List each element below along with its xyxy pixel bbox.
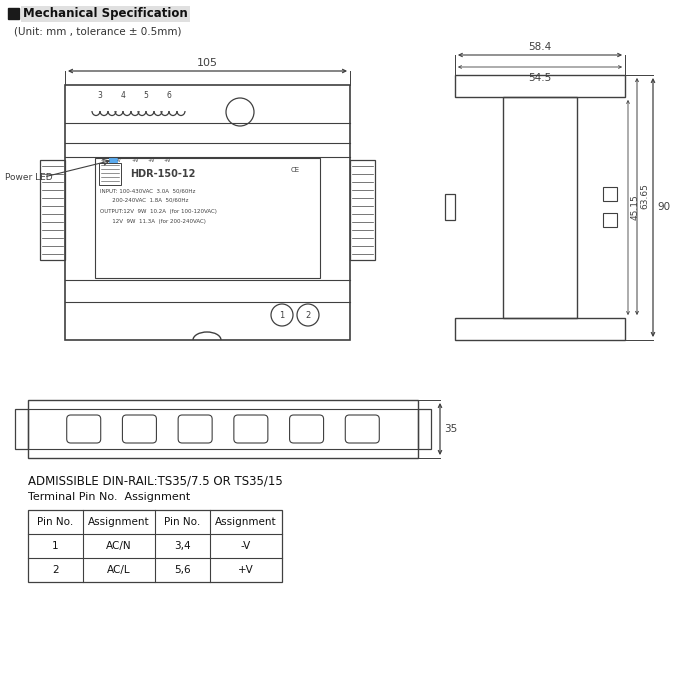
Text: 105: 105 [197,58,218,68]
Text: 63.65: 63.65 [640,184,649,210]
Text: +V: +V [163,158,171,162]
Text: 45.15: 45.15 [631,195,640,220]
Text: 90: 90 [657,203,670,212]
Text: (Unit: mm , tolerance ± 0.5mm): (Unit: mm , tolerance ± 0.5mm) [14,27,181,37]
Bar [8,8,19,19]
Text: Pin No.: Pin No. [164,517,201,527]
Text: 1: 1 [279,310,285,320]
Bar [15,409,28,449]
Text: Power LED: Power LED [5,172,52,181]
Text: CE: CE [290,167,300,173]
Text: AC/N: AC/N [106,541,132,551]
Bar [40,160,65,260]
Text: HDR-150-12: HDR-150-12 [130,169,195,179]
Text: 4: 4 [120,91,125,99]
Text: 3: 3 [97,91,102,99]
Text: Assignment: Assignment [88,517,150,527]
Text: -V: -V [241,541,251,551]
Bar [65,85,350,340]
Bar [503,97,577,318]
Text: AC/L: AC/L [107,565,131,575]
Text: 200-240VAC  1.8A  50/60Hz: 200-240VAC 1.8A 50/60Hz [100,197,188,203]
Text: 54.5: 54.5 [528,73,552,83]
Text: Assignment: Assignment [215,517,276,527]
Text: -V: -V [117,158,121,162]
Text: 2: 2 [52,565,59,575]
Text: +V: +V [132,158,139,162]
Text: Mechanical Specification: Mechanical Specification [23,7,188,20]
Bar [95,158,320,278]
Bar [418,409,431,449]
Text: 58.4: 58.4 [528,42,552,52]
Bar [28,400,418,458]
Text: 35: 35 [444,424,457,434]
Bar [455,318,625,340]
Text: ADMISSIBLE DIN-RAIL:TS35/7.5 OR TS35/15: ADMISSIBLE DIN-RAIL:TS35/7.5 OR TS35/15 [28,474,283,487]
Bar [445,194,455,220]
Text: +V: +V [147,158,155,162]
Text: 5: 5 [144,91,148,99]
Text: 1: 1 [52,541,59,551]
Bar [109,157,118,163]
Text: +V: +V [238,565,254,575]
Bar [350,160,375,260]
Text: INPUT: 100-430VAC  3.0A  50/60Hz: INPUT: 100-430VAC 3.0A 50/60Hz [100,189,195,193]
Text: 5,6: 5,6 [174,565,191,575]
Bar [99,163,121,185]
Text: Pin No.: Pin No. [37,517,74,527]
Text: OUTPUT:12V  9W  10.2A  (for 100-120VAC): OUTPUT:12V 9W 10.2A (for 100-120VAC) [100,210,217,214]
Text: -V: -V [101,158,106,162]
Text: 12V  9W  11.3A  (for 200-240VAC): 12V 9W 11.3A (for 200-240VAC) [100,218,206,224]
Text: 2: 2 [305,310,311,320]
Text: Terminal Pin No.  Assignment: Terminal Pin No. Assignment [28,492,190,502]
Bar [603,213,617,227]
Bar [603,187,617,201]
Bar [28,510,282,582]
Text: 6: 6 [167,91,172,99]
Bar [455,75,625,97]
Text: 3,4: 3,4 [174,541,191,551]
